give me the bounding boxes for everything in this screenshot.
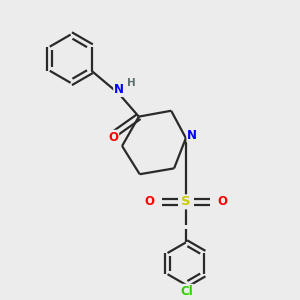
Text: O: O [108,131,118,144]
Text: N: N [187,129,197,142]
Text: Cl: Cl [180,285,193,298]
Text: O: O [218,195,228,208]
Text: S: S [181,195,191,208]
Text: O: O [144,195,154,208]
Text: H: H [127,78,136,88]
Text: N: N [114,83,124,96]
